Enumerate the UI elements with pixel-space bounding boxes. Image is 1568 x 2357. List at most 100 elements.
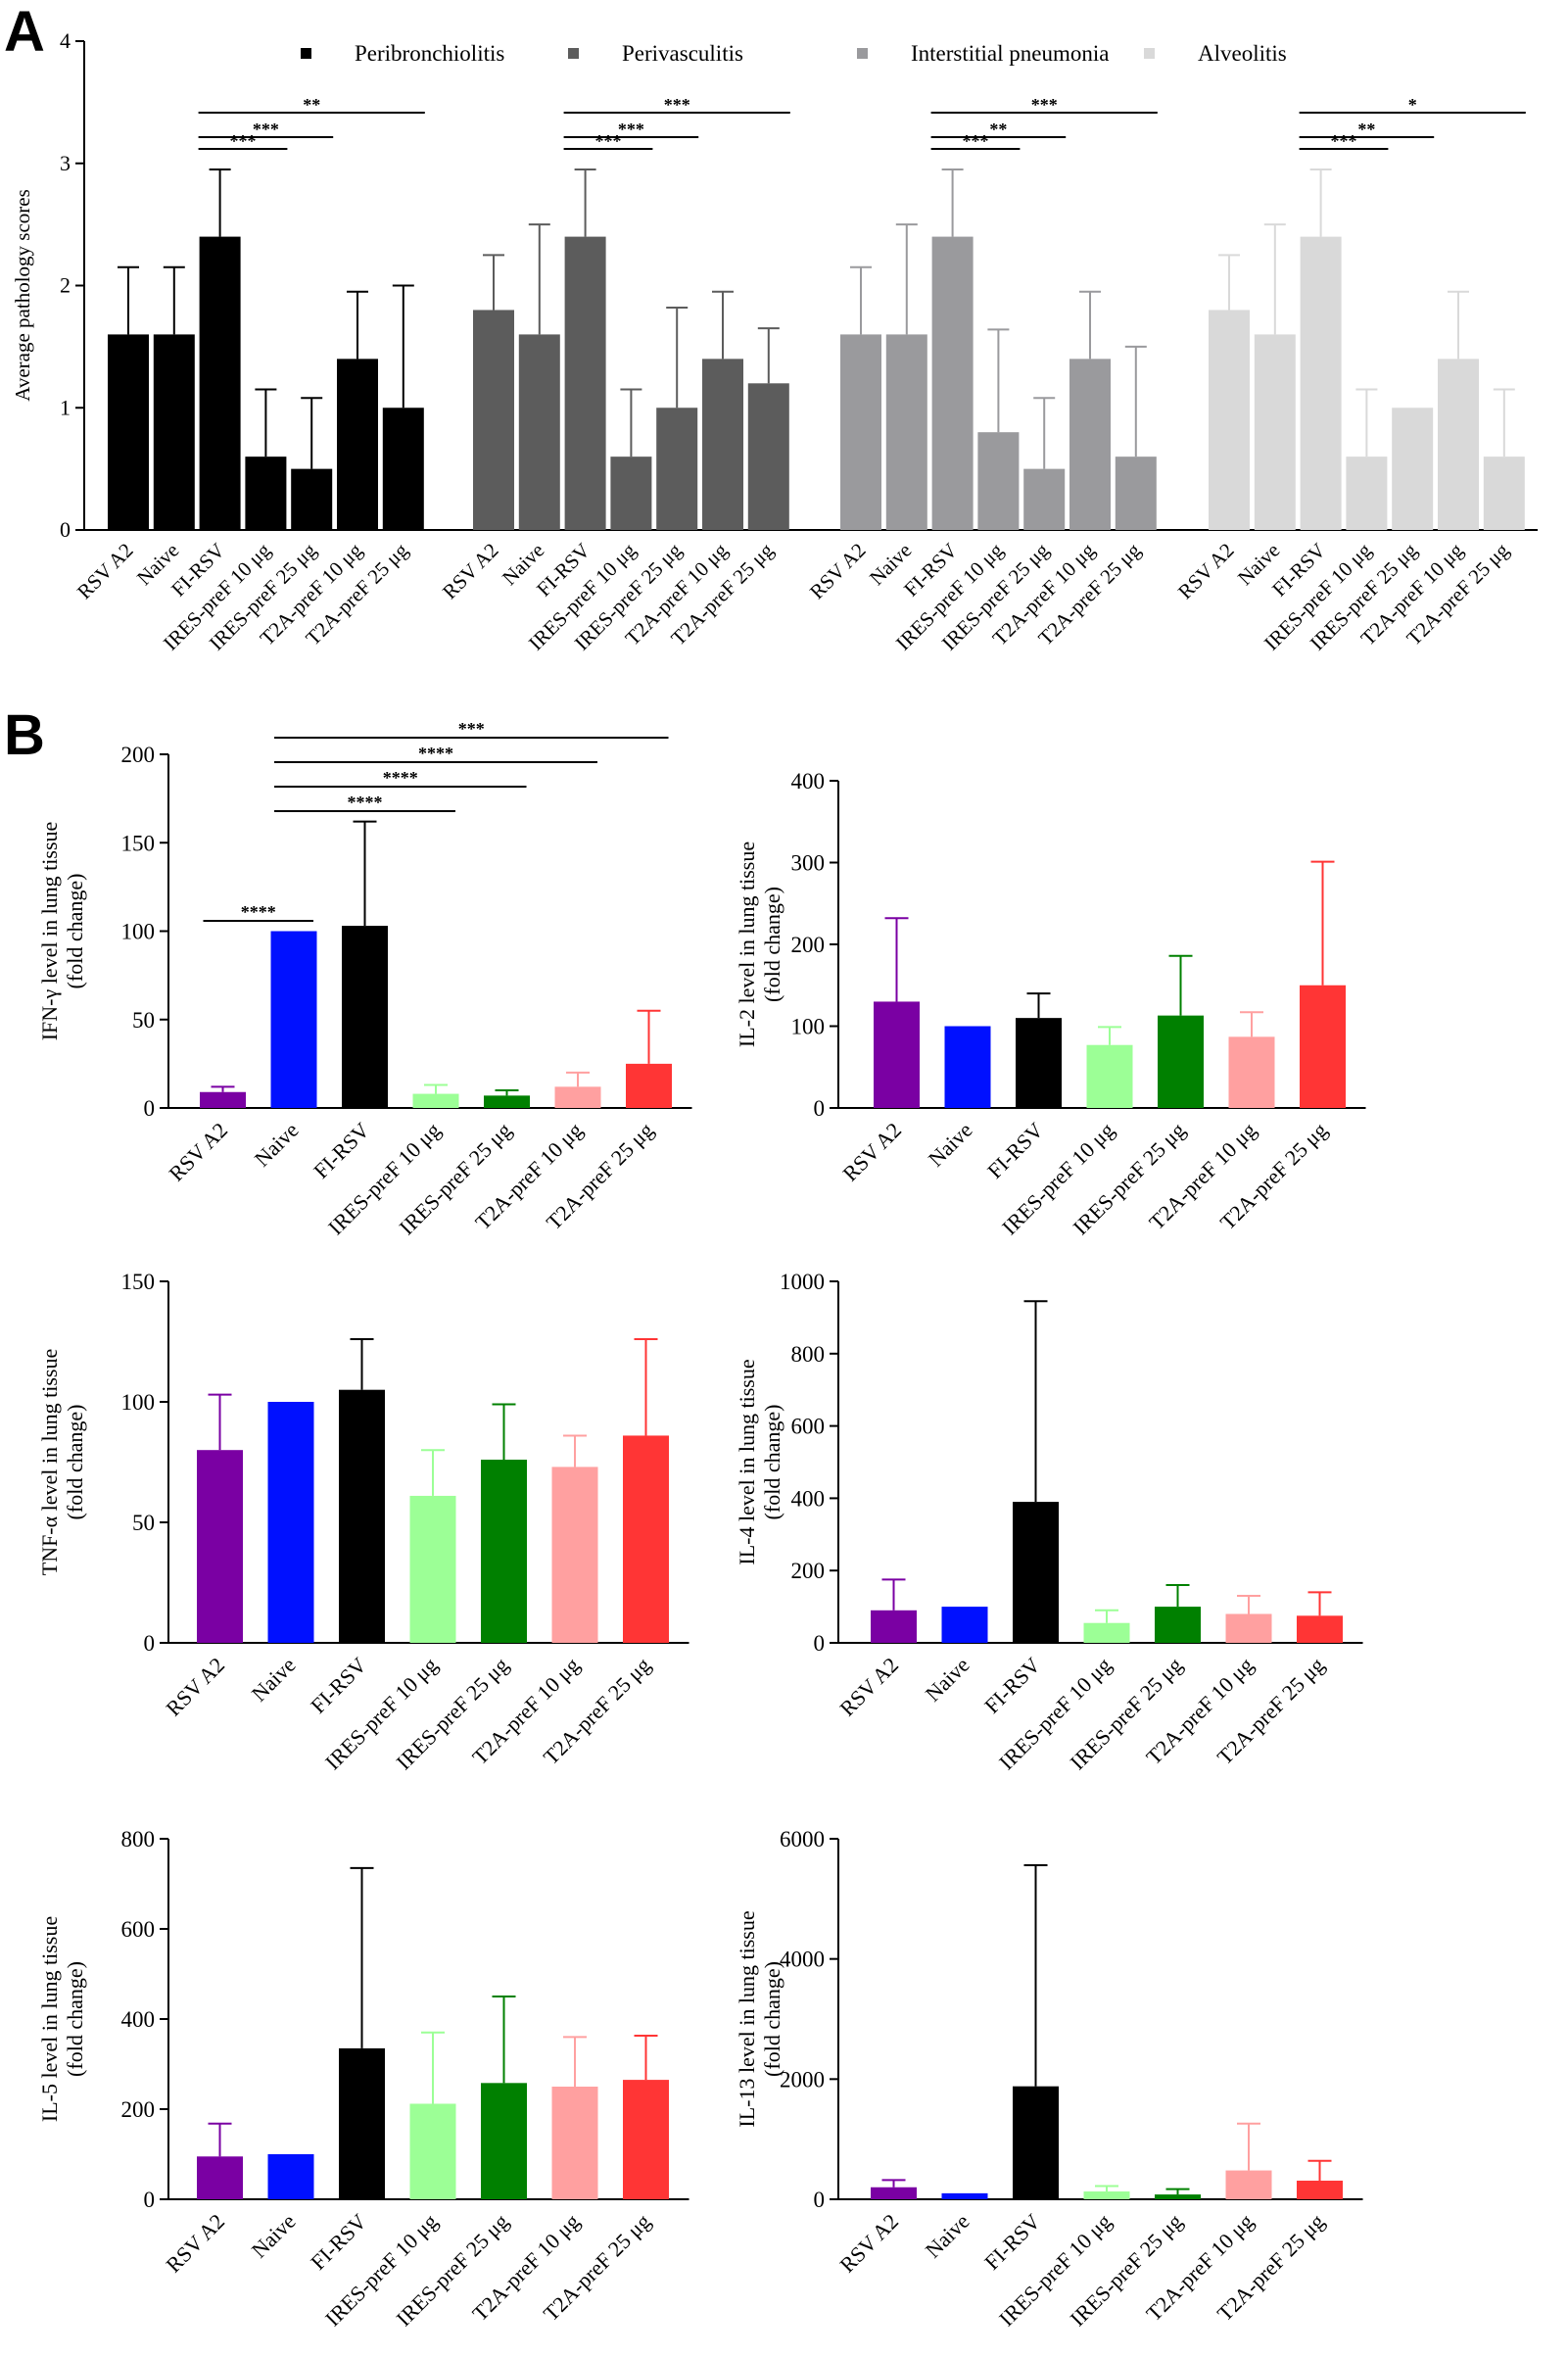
y-tick-label: 400 <box>121 2007 156 2032</box>
y-axis-label: IL-5 level in lung tissue <box>37 1916 62 2122</box>
y-tick-label: 600 <box>791 1415 826 1439</box>
bar <box>1083 1622 1130 1643</box>
bar <box>977 432 1020 530</box>
y-tick-label: 2000 <box>780 2067 825 2092</box>
x-tick-label: FI-RSV <box>982 1118 1048 1183</box>
x-tick-label: Naive <box>921 2209 974 2263</box>
bar <box>840 334 881 530</box>
bar <box>1300 236 1342 530</box>
panel-a-y-tick-label: 4 <box>60 28 71 53</box>
y-axis-label: TNF-α level in lung tissue <box>37 1349 62 1576</box>
bar <box>481 2083 527 2199</box>
panel-a-y-tick-label: 3 <box>60 151 71 175</box>
bar <box>412 1093 459 1108</box>
bar <box>1228 1036 1275 1108</box>
legend-swatch <box>857 48 868 59</box>
bar <box>199 236 241 530</box>
y-tick-label: 100 <box>121 920 156 944</box>
bar <box>270 931 317 1108</box>
legend-entry: Interstitial pneumonia <box>911 41 1109 66</box>
y-tick-label: 300 <box>791 851 826 876</box>
x-tick-label: RSV A2 <box>1173 539 1239 604</box>
x-tick-label: FI-RSV <box>979 2209 1045 2275</box>
bar <box>885 334 927 530</box>
bar <box>931 236 974 530</box>
significance-label: *** <box>253 120 279 139</box>
bar <box>871 2187 917 2199</box>
bar <box>197 2156 243 2199</box>
bar <box>153 334 195 530</box>
bar <box>245 457 287 530</box>
x-tick-label: RSV A2 <box>438 539 503 604</box>
bar <box>1013 2086 1059 2199</box>
y-axis-label: (fold change) <box>760 1405 784 1520</box>
bar <box>1225 1613 1272 1643</box>
legend-swatch <box>301 48 311 59</box>
y-tick-label: 200 <box>121 743 156 767</box>
bar <box>108 334 149 530</box>
y-tick-label: 6000 <box>780 1827 825 1852</box>
x-tick-label: RSV A2 <box>164 1118 232 1186</box>
significance-label: *** <box>1331 131 1357 151</box>
panel-b6-chart: 0 2000 4000 6000 IL-13 level in lung tissue(… <box>735 1827 1363 2331</box>
bar <box>1158 1015 1204 1108</box>
panel-label-a: A <box>4 0 45 64</box>
y-axis-label: (fold change) <box>63 1961 87 2077</box>
bar <box>382 408 424 530</box>
panel-b1-chart: 0 50 100 150 200 IFN-γ level in lung tissue (f… <box>37 719 692 1239</box>
y-axis-label: IFN-γ level in lung tissue <box>37 822 62 1041</box>
x-tick-label: RSV A2 <box>161 2209 229 2278</box>
bar <box>874 1001 920 1108</box>
legend-entry: Perivasculitis <box>622 41 743 66</box>
significance-label: *** <box>664 95 690 115</box>
bar <box>1346 457 1388 530</box>
bar <box>484 1095 530 1108</box>
significance-label: *** <box>963 131 989 151</box>
bar <box>1254 334 1296 530</box>
y-tick-label: 800 <box>121 1827 156 1852</box>
bar <box>1209 310 1250 530</box>
y-axis-label: IL-4 level in lung tissue <box>735 1359 759 1564</box>
bar <box>409 1495 456 1643</box>
y-tick-label: 150 <box>121 1270 156 1294</box>
panel-a-y-axis-label: Average pathology scores <box>11 189 34 402</box>
bar <box>1300 985 1346 1108</box>
bar <box>1483 457 1525 530</box>
bar <box>339 2047 385 2199</box>
significance-label: ** <box>989 120 1007 139</box>
bar <box>623 2080 669 2199</box>
y-tick-label: 0 <box>144 1096 156 1121</box>
x-tick-label: RSV A2 <box>834 1653 903 1721</box>
bar <box>339 1389 385 1643</box>
bar <box>610 457 652 530</box>
y-tick-label: 100 <box>791 1015 826 1039</box>
bar <box>623 1435 669 1643</box>
bar <box>702 359 743 530</box>
significance-label: ** <box>303 95 320 115</box>
legend-swatch <box>1144 48 1155 59</box>
y-axis-label: IL-13 level in lung tissue <box>735 1910 759 2127</box>
y-tick-label: 100 <box>121 1390 156 1415</box>
chart-layer: 0 1 2 3 4 Average pathology scores Peribronchi… <box>11 28 1538 2331</box>
bar <box>554 1086 601 1108</box>
bar <box>1297 2180 1343 2199</box>
x-tick-label: FI-RSV <box>979 1653 1045 1718</box>
bar <box>1438 359 1479 530</box>
y-tick-label: 150 <box>121 831 156 855</box>
bar <box>481 1460 527 1643</box>
panel-a-chart: 0 1 2 3 4 Average pathology scores Peribronchi… <box>11 28 1538 655</box>
x-tick-label: Naive <box>924 1118 977 1172</box>
significance-label: *** <box>1031 95 1058 115</box>
bar <box>871 1610 917 1643</box>
legend-entry: Peribronchiolitis <box>355 41 504 66</box>
legend-swatch <box>568 48 579 59</box>
y-tick-label: 200 <box>791 933 826 957</box>
bar <box>551 1467 598 1643</box>
bar <box>337 359 378 530</box>
y-tick-label: 0 <box>144 1631 156 1656</box>
x-tick-label: Naive <box>247 1653 301 1707</box>
panel-a-y-tick-label: 1 <box>60 395 71 419</box>
bar <box>1013 1502 1059 1643</box>
y-tick-label: 800 <box>791 1342 826 1367</box>
